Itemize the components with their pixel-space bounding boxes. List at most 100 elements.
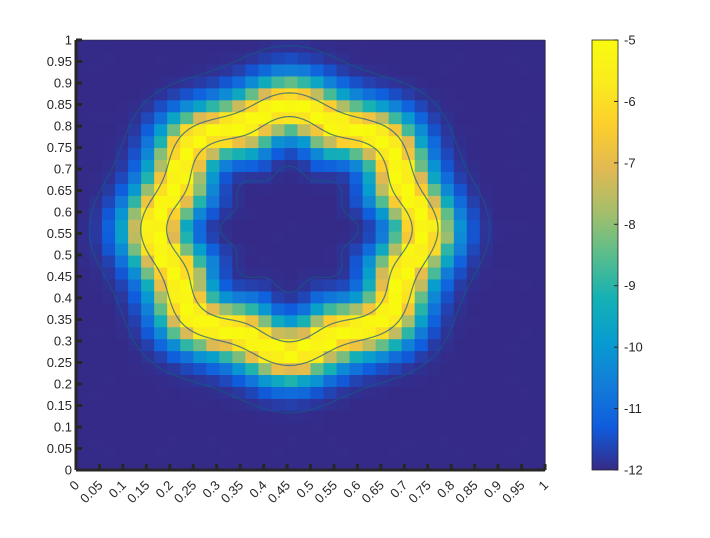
heatmap-cell [427,338,442,352]
heatmap-cell [349,183,364,196]
heatmap-cell [258,278,273,292]
heatmap-cell [492,290,507,304]
heatmap-cell [349,350,364,364]
heatmap-cell [271,75,286,89]
x-tick-label: 0.75 [405,478,434,507]
heatmap-cell [141,338,155,352]
heatmap-cell [453,290,468,304]
heatmap-cell [323,51,338,65]
heatmap-cell [310,302,325,316]
heatmap-cell [427,147,442,161]
heatmap-cell [375,362,390,376]
heatmap-cell [518,362,533,376]
heatmap-cell [128,171,142,184]
heatmap-cell [102,219,116,232]
heatmap-cell [310,386,325,399]
heatmap-cell [206,51,220,65]
y-tick-label: 1 [65,33,72,48]
heatmap-cell [479,278,494,292]
heatmap-cell [206,255,220,268]
heatmap-cell [505,123,520,137]
heatmap-cell [479,63,494,77]
heatmap-cell [76,183,90,196]
heatmap-cell [505,111,520,125]
heatmap-cell [453,422,468,435]
colorbar-tick-label: -11 [624,401,642,416]
heatmap-cell [401,290,416,304]
heatmap-cell [141,40,155,53]
heatmap-cell [141,446,155,459]
heatmap-cell [271,446,286,459]
heatmap-cell [180,231,194,244]
heatmap-cell [154,111,168,125]
heatmap-cell [154,99,168,113]
heatmap-cell [492,63,507,77]
heatmap-cell [245,290,259,304]
heatmap-cell [297,99,312,113]
heatmap-cell [154,40,168,53]
heatmap-cell [349,219,364,232]
heatmap-cell [180,135,194,149]
heatmap-cell [388,410,403,423]
heatmap-cell [310,195,325,208]
heatmap-cell [414,362,429,376]
heatmap-cell [193,255,207,268]
heatmap-cell [323,135,338,149]
colorbar: -5 -6 -7 -8 -9 -10 -11 -12 [591,33,643,478]
heatmap-cell [505,266,520,280]
heatmap-cell [128,398,142,411]
heatmap-cell [271,243,286,256]
heatmap-cell [102,302,116,316]
heatmap-cell [479,302,494,316]
heatmap-cell [76,243,90,256]
heatmap-cell [323,243,338,256]
heatmap-cell [388,87,403,101]
heatmap-cell [102,374,116,387]
heatmap-cell [323,422,338,435]
heatmap-cell [440,135,455,149]
heatmap-cell [492,278,507,292]
heatmap-cell [479,207,494,220]
heatmap-cell [180,219,194,232]
heatmap-cell [284,207,299,220]
heatmap-cell [141,302,155,316]
heatmap-cell [115,350,129,364]
heatmap-cell [76,195,90,208]
heatmap-cell [362,147,377,161]
heatmap-cell [349,422,364,435]
y-tick-label: 0.4 [54,291,72,306]
heatmap-cell [154,123,168,137]
heatmap-cell [206,434,220,447]
heatmap-cell [258,266,273,280]
heatmap-cell [89,422,103,435]
heatmap-cell [284,111,299,125]
heatmap-cell [518,278,533,292]
heatmap-cell [505,458,520,471]
heatmap-cell [180,302,194,316]
heatmap-cell [401,75,416,89]
heatmap-cell [336,219,351,232]
heatmap-cell [505,51,520,65]
heatmap-cell [414,422,429,435]
heatmap-cell [492,434,507,447]
heatmap-cell [349,87,364,101]
heatmap-cell [310,398,325,411]
heatmap-cell [258,195,273,208]
heatmap-cell [219,302,233,316]
heatmap-cell [375,63,390,77]
heatmap-cell [492,422,507,435]
heatmap-cell [102,231,116,244]
heatmap-cell [284,171,299,184]
heatmap-cell [505,87,520,101]
heatmap-cell [310,219,325,232]
y-tick-label: 0.95 [47,54,72,69]
heatmap-cell [479,75,494,89]
heatmap-cell [284,446,299,459]
heatmap-cell [336,87,351,101]
heatmap-cell [232,51,246,65]
y-tick-label: 0.45 [47,269,72,284]
heatmap-cell [115,422,129,435]
heatmap-cell [479,171,494,184]
heatmap-cell [89,231,103,244]
heatmap-cell [466,99,481,113]
